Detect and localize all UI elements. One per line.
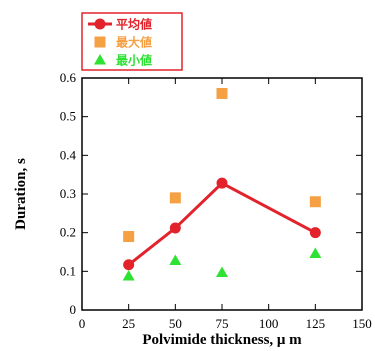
data-point — [123, 259, 135, 271]
series-square — [123, 87, 321, 243]
y-tick-label: 0.4 — [60, 147, 77, 162]
data-point — [309, 196, 321, 208]
legend-marker — [94, 18, 106, 30]
y-axis-title: Duration, s — [13, 158, 29, 230]
legend-label: 最小値 — [116, 53, 152, 68]
data-point — [216, 266, 228, 277]
x-tick-label: 25 — [122, 316, 135, 331]
x-tick-label: 150 — [352, 316, 372, 331]
legend-item: 平均値 — [88, 17, 152, 32]
data-point — [216, 87, 228, 99]
y-tick-label: 0.3 — [60, 186, 76, 201]
series-line — [127, 181, 317, 266]
legend-label: 平均値 — [116, 17, 152, 32]
x-tick-label: 125 — [306, 316, 326, 331]
x-axis-title: Polvimide thickness, μ m — [142, 332, 302, 348]
series-triangle — [122, 247, 322, 281]
data-point — [309, 227, 321, 239]
data-point — [122, 269, 135, 281]
y-tick-label: 0 — [70, 302, 77, 317]
legend-marker — [94, 54, 106, 65]
x-tick-label: 100 — [259, 316, 279, 331]
data-point — [216, 177, 228, 189]
data-point — [169, 222, 181, 234]
y-tick-label: 0.6 — [60, 70, 77, 85]
legend-label: 最大値 — [116, 35, 152, 50]
y-tick-label: 0.1 — [60, 263, 76, 278]
y-tick-label: 0.2 — [60, 225, 76, 240]
x-tick-label: 50 — [169, 316, 182, 331]
series-circle — [123, 177, 321, 271]
y-tick-label: 0.5 — [60, 109, 76, 124]
data-point — [169, 254, 182, 266]
legend-item: 最大値 — [94, 35, 152, 50]
x-tick-label: 75 — [216, 316, 229, 331]
legend-item: 最小値 — [94, 53, 152, 68]
x-tick-label: 0 — [79, 316, 86, 331]
data-point — [169, 192, 181, 204]
data-point — [123, 231, 135, 243]
legend-marker — [94, 36, 106, 48]
data-point — [309, 247, 322, 259]
